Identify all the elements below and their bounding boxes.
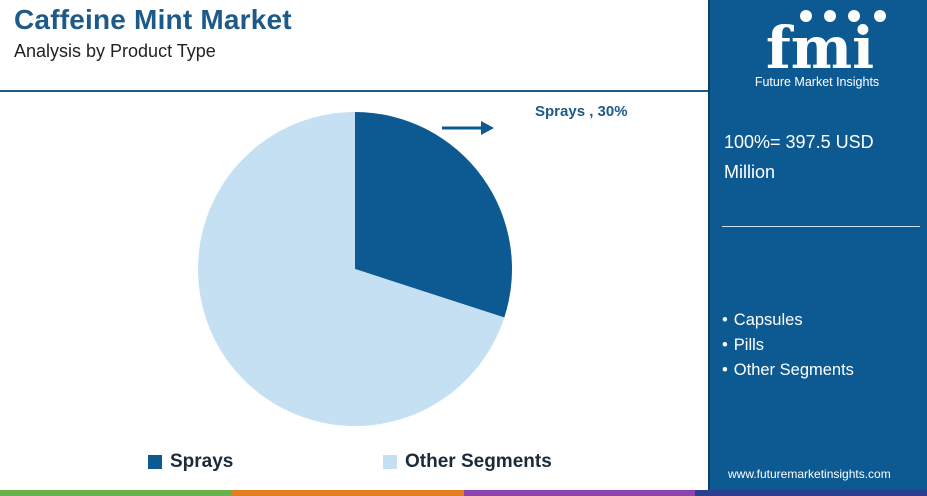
legend-swatch-sprays (148, 455, 162, 469)
list-item: Pills (722, 333, 854, 358)
list-item: Capsules (722, 308, 854, 333)
pie-slice-sprays (355, 112, 513, 318)
bar-segment (695, 490, 927, 496)
list-item: Other Segments (722, 358, 854, 383)
info-sidebar: fmi Future Market Insights 100%= 397.5 U… (708, 0, 927, 496)
bar-segment (0, 490, 232, 496)
callout-arrow (442, 121, 494, 135)
pie-slice-other-segments (198, 112, 505, 426)
bottom-color-bar (0, 490, 927, 496)
website-link[interactable]: www.futuremarketinsights.com (728, 467, 891, 481)
pie-chart: Sprays , 30% (198, 103, 628, 426)
other-segments-list: Capsules Pills Other Segments (722, 308, 854, 383)
sidebar-divider (722, 226, 920, 227)
page-title: Caffeine Mint Market (14, 4, 292, 35)
market-total: 100%= 397.5 USD Million (724, 127, 919, 187)
bar-segment (231, 490, 464, 496)
legend-item-sprays: Sprays (148, 451, 233, 473)
market-total-value: 100%= 397.5 USD (724, 132, 874, 152)
legend-swatch-other-segments (383, 455, 397, 469)
slice-label-sprays: Sprays , 30% (535, 103, 628, 120)
legend-label-sprays: Sprays (170, 451, 234, 472)
logo-tagline: Future Market Insights (754, 75, 880, 89)
bar-segment (463, 490, 696, 496)
legend-label-other-segments: Other Segments (405, 451, 552, 472)
fmi-logo: fmi (766, 10, 886, 82)
market-total-unit: Million (724, 162, 776, 182)
title-divider (0, 90, 708, 92)
pie-slices (198, 112, 513, 426)
logo-icons (800, 10, 886, 22)
sidebar-edge (708, 0, 710, 496)
legend-item-other-segments: Other Segments (383, 451, 552, 473)
svg-text:fmi: fmi (766, 14, 874, 82)
page-subtitle: Analysis by Product Type (14, 41, 216, 61)
